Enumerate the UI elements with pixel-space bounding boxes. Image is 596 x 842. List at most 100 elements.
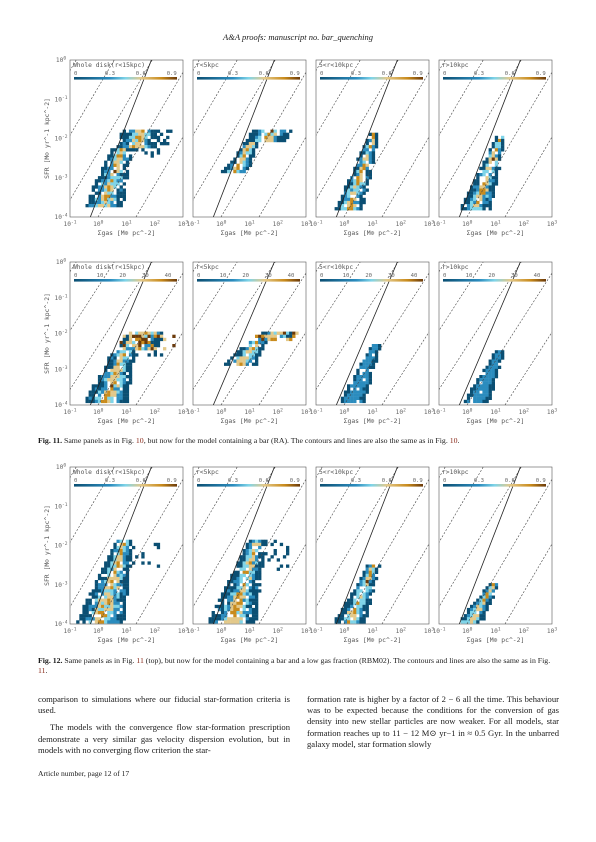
colorbar-tick-label: 0.9 bbox=[290, 478, 300, 484]
panel-plot-area bbox=[316, 467, 429, 624]
body-right-paragraph-1: formation rate is higher by a factor of … bbox=[307, 694, 559, 749]
fig12-caption-end: . bbox=[45, 666, 48, 675]
colorbar-tick-label: 40 bbox=[411, 273, 418, 279]
y-tick-label: 10-4 bbox=[55, 401, 68, 410]
fig11-ref-2[interactable]: 10 bbox=[449, 436, 458, 445]
x-tick-label: 101 bbox=[367, 408, 377, 417]
x-tick-label: 101 bbox=[490, 220, 500, 229]
colorbar-tick-label: 0 bbox=[197, 71, 200, 77]
fig12-caption: Fig. 12. Same panels as in Fig. 11 (top)… bbox=[38, 656, 560, 676]
colorbar-tick-label: 0.9 bbox=[290, 71, 300, 77]
x-axis-label: Σgas [M⊙ pc^-2] bbox=[221, 636, 279, 644]
x-tick-label: 103 bbox=[178, 627, 188, 636]
fig11-caption-label: Fig. 11. bbox=[38, 436, 63, 445]
colorbar bbox=[197, 279, 300, 282]
dashed-efficiency-line bbox=[220, 478, 306, 624]
x-tick-label: 100 bbox=[93, 627, 103, 636]
body-left-paragraph-2: The models with the convergence flow sta… bbox=[38, 722, 290, 755]
dashed-efficiency-line bbox=[193, 262, 238, 332]
x-tick-label: 102 bbox=[396, 627, 406, 636]
ks-relation-line bbox=[335, 60, 398, 217]
panel-r2-c1: Whole disk(r<15kpc) 0 10 20 30 40 100 10-1 10-2 1… bbox=[43, 258, 188, 426]
panel-title: Whole disk(r<15kpc) bbox=[73, 62, 145, 69]
y-tick-label: 10-3 bbox=[55, 365, 68, 374]
colorbar-tick-label: 0.3 bbox=[228, 478, 238, 484]
colorbar-tick-label: 0 bbox=[443, 71, 446, 77]
dashed-efficiency-line bbox=[343, 272, 429, 405]
panel-title: 5<r<10kpc bbox=[319, 264, 353, 271]
dashed-efficiency-line bbox=[439, 60, 484, 136]
dashed-efficiency-line bbox=[316, 262, 323, 273]
x-tick-label: 102 bbox=[519, 408, 529, 417]
x-tick-label: 100 bbox=[216, 408, 226, 417]
dashed-efficiency-line bbox=[439, 262, 446, 273]
dashed-efficiency-line bbox=[439, 467, 446, 479]
colorbar-tick-label: 30 bbox=[265, 273, 272, 279]
fig11-ref-1[interactable]: 10 bbox=[135, 436, 144, 445]
y-tick-label: 10-1 bbox=[55, 293, 68, 302]
y-tick-label: 10-3 bbox=[55, 580, 68, 589]
colorbar-tick-label: 0.3 bbox=[228, 71, 238, 77]
colorbar-tick-label: 0.6 bbox=[505, 71, 515, 77]
y-tick-label: 10-3 bbox=[55, 173, 68, 182]
colorbar-tick-label: 0 bbox=[74, 273, 77, 279]
x-axis-label: Σgas [M⊙ pc^-2] bbox=[98, 636, 156, 644]
dashed-efficiency-line bbox=[258, 331, 306, 405]
y-tick-label: 10-4 bbox=[55, 620, 68, 629]
x-tick-label: 101 bbox=[367, 220, 377, 229]
panel-title: 5<r<10kpc bbox=[319, 62, 353, 69]
dashed-efficiency-line bbox=[220, 71, 306, 217]
colorbar-tick-label: 20 bbox=[488, 273, 495, 279]
x-tick-label: 10-1 bbox=[64, 627, 77, 636]
x-tick-label: 10-1 bbox=[433, 408, 446, 417]
x-tick-label: 10-1 bbox=[433, 627, 446, 636]
x-tick-label: 102 bbox=[150, 408, 160, 417]
panel-r3-c4: r>10kpc 0 0.3 0.6 0.9 10-1 100 101 102 103 Σgas [M… bbox=[433, 466, 557, 644]
fig12-caption-pre: Same panels as in Fig. bbox=[62, 656, 137, 665]
x-tick-label: 100 bbox=[462, 220, 472, 229]
panel-plot-area bbox=[316, 60, 429, 217]
x-tick-label: 101 bbox=[490, 627, 500, 636]
x-tick-label: 101 bbox=[244, 408, 254, 417]
dashed-efficiency-line bbox=[70, 262, 77, 273]
dashed-efficiency-line bbox=[220, 272, 306, 405]
ks-relation-line bbox=[212, 467, 275, 624]
colorbar bbox=[443, 484, 546, 487]
fig11-caption-pre: Same panels as in Fig. bbox=[62, 436, 136, 445]
colorbar-tick-label: 30 bbox=[142, 273, 149, 279]
body-left-paragraph-1: comparison to simulations where our fidu… bbox=[38, 694, 290, 716]
dashed-efficiency-line bbox=[193, 60, 276, 201]
page-footer: Article number, page 12 of 17 bbox=[38, 769, 130, 778]
dashed-efficiency-line bbox=[193, 262, 200, 273]
x-tick-label: 101 bbox=[244, 220, 254, 229]
colorbar-tick-label: 0 bbox=[443, 273, 446, 279]
colorbar-tick-label: 0.3 bbox=[105, 478, 115, 484]
colorbar-tick-label: 0.6 bbox=[505, 478, 515, 484]
dashed-efficiency-line bbox=[439, 262, 484, 332]
dashed-efficiency-line bbox=[316, 467, 323, 479]
y-tick-label: 10-2 bbox=[55, 329, 68, 338]
ks-relation-line bbox=[458, 467, 521, 624]
colorbar-tick-label: 30 bbox=[388, 273, 395, 279]
colorbar-tick-label: 0 bbox=[74, 71, 77, 77]
dashed-efficiency-line bbox=[316, 60, 323, 72]
x-axis-label: Σgas [M⊙ pc^-2] bbox=[221, 229, 279, 237]
y-tick-label: 10-1 bbox=[55, 502, 68, 511]
x-tick-label: 100 bbox=[216, 220, 226, 229]
fig12-ref-1[interactable]: 11 bbox=[136, 656, 144, 665]
colorbar-tick-label: 0 bbox=[320, 273, 323, 279]
colorbar bbox=[320, 77, 423, 80]
x-tick-label: 103 bbox=[424, 627, 434, 636]
x-tick-label: 102 bbox=[150, 627, 160, 636]
panel-r2-c2: r<5kpc 0 10 20 30 40 10-1 100 101 102 103 Σgas [M⊙ … bbox=[187, 261, 311, 425]
y-tick-label: 100 bbox=[56, 463, 66, 472]
colorbar-tick-label: 0.9 bbox=[413, 71, 423, 77]
dashed-efficiency-line bbox=[135, 331, 183, 405]
dashed-efficiency-line bbox=[439, 467, 522, 608]
panel-plot-area bbox=[193, 262, 306, 405]
x-tick-label: 102 bbox=[396, 408, 406, 417]
dashed-efficiency-line bbox=[70, 467, 77, 479]
panel-title: r>10kpc bbox=[442, 62, 469, 69]
fig12-ref-2[interactable]: 11 bbox=[38, 666, 46, 675]
